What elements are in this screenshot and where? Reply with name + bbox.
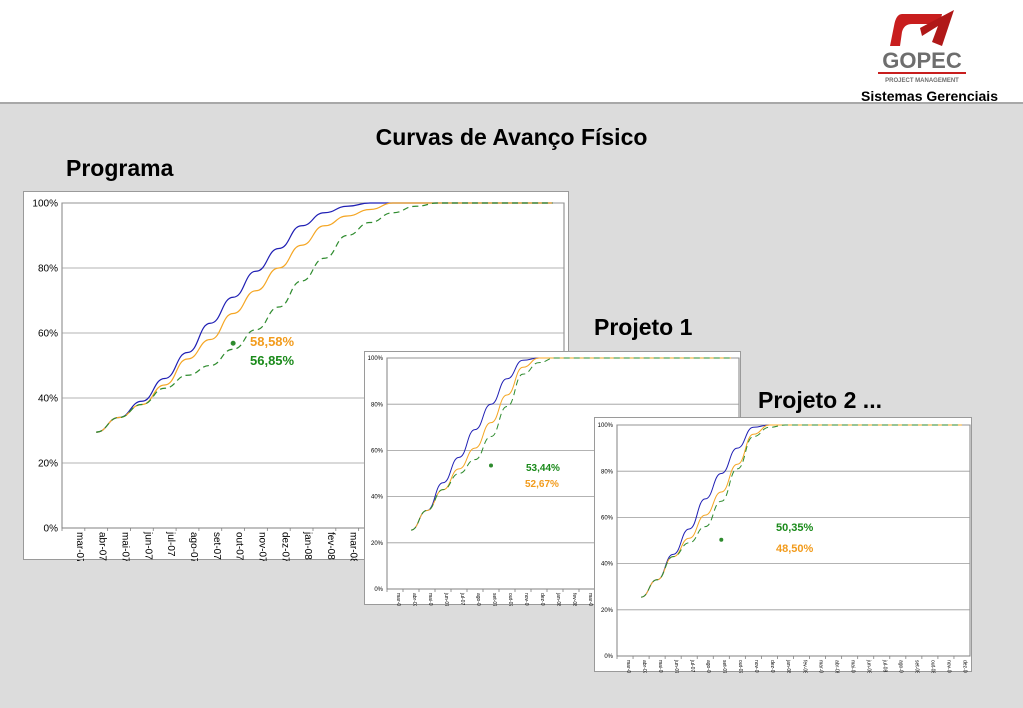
y-tick-label: 0% — [374, 587, 383, 593]
percent-annotation: 58,58% — [250, 334, 295, 349]
plot-area — [616, 424, 971, 657]
x-tick-label: out-07 — [737, 660, 743, 673]
y-tick-label: 60% — [371, 449, 384, 455]
brand-name: GOPEC — [882, 48, 962, 73]
y-tick-label: 100% — [32, 199, 58, 210]
series-line-2 — [410, 357, 731, 531]
gopec-logo: GOPEC PROJECT MANAGEMENT — [878, 10, 966, 84]
x-tick-label: abr-07 — [97, 532, 108, 561]
x-tick-label: ago-07 — [188, 532, 199, 561]
x-tick-label: fev-08 — [571, 593, 577, 606]
x-tick-label: nov-07 — [753, 660, 759, 673]
x-tick-label: jun-08 — [865, 659, 871, 673]
x-tick-label: jul-07 — [459, 592, 465, 605]
x-tick-label: jun-07 — [142, 531, 153, 560]
percent-annotation: 48,50% — [776, 543, 814, 555]
x-tick-label: set-08 — [914, 660, 920, 673]
x-tick-label: mai-07 — [657, 660, 663, 673]
y-tick-label: 80% — [371, 402, 384, 408]
x-tick-label: mar-07 — [395, 593, 401, 606]
x-tick-label: dez-07 — [279, 532, 290, 561]
x-tick-label: ago-07 — [475, 593, 481, 606]
x-tick-label: mar-08 — [817, 660, 823, 673]
y-tick-label: 0% — [44, 524, 59, 535]
x-tick-label: abr-07 — [411, 593, 417, 606]
x-tick-label: out-08 — [930, 660, 936, 673]
section-label-projeto1: Projeto 1 — [594, 314, 693, 340]
y-tick-label: 80% — [38, 264, 58, 275]
chart-projeto2: 0% 20% 40% 60% 80% 100% mar-07 abr-07 mai-07 jun-… — [594, 417, 972, 673]
x-tick-label: jan-08 — [302, 531, 313, 560]
section-label-projeto2: Projeto 2 ... — [758, 387, 882, 413]
y-tick-label: 40% — [371, 495, 384, 501]
x-tick-label: ago-07 — [705, 660, 711, 673]
x-tick-label: mai-07 — [427, 593, 433, 606]
x-tick-label: mar-08 — [348, 532, 359, 561]
brand-subtitle: Sistemas Gerenciais — [861, 88, 998, 104]
x-tick-label: abr-07 — [641, 660, 647, 673]
current-marker — [489, 463, 493, 468]
x-tick-label: nov-08 — [946, 660, 952, 673]
y-tick-label: 80% — [601, 469, 614, 475]
percent-annotation: 53,44% — [526, 463, 560, 474]
series-line-2 — [96, 202, 553, 433]
x-tick-label: set-07 — [721, 660, 727, 673]
percent-annotation: 50,35% — [776, 522, 814, 534]
y-tick-label: 60% — [38, 329, 58, 340]
section-label-programa: Programa — [66, 155, 174, 181]
x-tick-label: out-07 — [234, 532, 245, 561]
percent-annotation: 52,67% — [525, 479, 559, 490]
x-tick-label: set-07 — [211, 532, 222, 560]
x-tick-label: ago-08 — [898, 660, 904, 673]
y-tick-label: 20% — [371, 541, 384, 547]
current-marker — [230, 340, 236, 346]
slide-title: Curvas de Avanço Físico — [375, 124, 648, 150]
x-tick-label: dez-08 — [962, 660, 968, 673]
x-tick-label: nov-07 — [256, 532, 267, 561]
x-tick-label: jul-07 — [689, 659, 695, 672]
x-tick-label: jan-08 — [555, 592, 561, 606]
x-tick-label: jul-08 — [882, 659, 888, 672]
x-tick-label: jun-07 — [673, 659, 679, 673]
y-tick-label: 40% — [38, 394, 58, 405]
x-tick-label: jul-07 — [165, 531, 176, 557]
chart-svg: 0% 20% 40% 60% 80% 100% mar-07 abr-07 mai-07 jun-… — [598, 423, 971, 673]
y-tick-label: 40% — [601, 562, 614, 568]
x-tick-label: fev-08 — [325, 532, 336, 560]
x-tick-label: nov-07 — [523, 593, 529, 606]
x-tick-label: mai-07 — [120, 532, 131, 561]
x-tick-label: mai-08 — [849, 660, 855, 673]
x-tick-label: mar-08 — [587, 593, 593, 606]
y-tick-label: 20% — [601, 608, 614, 614]
x-tick-label: dez-07 — [539, 593, 545, 606]
y-tick-label: 100% — [368, 356, 384, 362]
x-tick-label: set-07 — [491, 593, 497, 606]
y-tick-label: 60% — [601, 516, 614, 522]
x-tick-label: out-07 — [507, 593, 513, 606]
x-tick-label: abr-08 — [833, 660, 839, 673]
y-tick-label: 100% — [598, 423, 614, 429]
series-line-2 — [640, 424, 962, 598]
x-tick-label: jan-08 — [785, 659, 791, 673]
x-tick-label: jun-07 — [443, 592, 449, 606]
x-tick-label: fev-08 — [801, 660, 807, 673]
brand-tagline: PROJECT MANAGEMENT — [885, 78, 959, 84]
header-bar: GOPEC PROJECT MANAGEMENT Sistemas Gerenc… — [0, 0, 1023, 104]
percent-annotation: 56,85% — [250, 353, 295, 368]
x-tick-label: dez-07 — [769, 660, 775, 673]
x-tick-label: mar-07 — [74, 532, 85, 561]
y-tick-label: 0% — [604, 654, 613, 660]
y-tick-label: 20% — [38, 459, 58, 470]
x-tick-label: mar-07 — [625, 660, 631, 673]
current-marker — [719, 537, 724, 542]
